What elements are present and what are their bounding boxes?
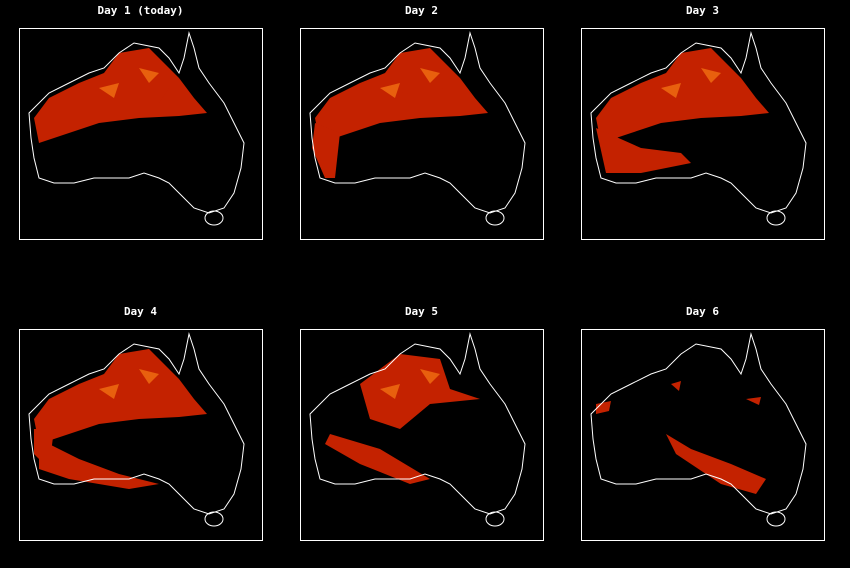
- tasmania: [766, 511, 786, 527]
- coastline: [309, 31, 526, 214]
- heat-core: [661, 83, 681, 98]
- map-panel: [19, 329, 263, 541]
- panel-frame: [581, 329, 825, 541]
- heat-core: [139, 68, 159, 83]
- coastline: [590, 332, 807, 515]
- heat-core: [139, 369, 159, 384]
- map-panel: [19, 28, 263, 240]
- heat-area: [596, 128, 691, 173]
- heat-area: [641, 78, 721, 103]
- panel-frame: [300, 329, 544, 541]
- panel-frame: [581, 28, 825, 240]
- panel-title: Day 1 (today): [97, 4, 183, 17]
- heat-core: [420, 369, 440, 384]
- heat-area: [89, 78, 169, 108]
- heat-area: [596, 401, 611, 414]
- panel-frame: [19, 329, 263, 541]
- heat-area: [666, 434, 766, 494]
- heat-area: [315, 48, 488, 143]
- panel-title: Day 5: [405, 305, 438, 318]
- heat-core: [380, 384, 400, 399]
- coastline: [28, 31, 245, 214]
- tasmania: [204, 511, 224, 527]
- panel-title: Day 6: [686, 305, 719, 318]
- map-panel: [300, 28, 544, 240]
- heat-area: [312, 123, 340, 178]
- heat-area: [746, 397, 761, 405]
- heat-area: [360, 354, 480, 429]
- tasmania: [485, 511, 505, 527]
- tasmania: [766, 210, 786, 226]
- coastline: [28, 332, 245, 515]
- heat-area: [34, 349, 207, 444]
- heat-core: [420, 68, 440, 83]
- heat-core: [701, 68, 721, 83]
- tasmania: [485, 210, 505, 226]
- heat-core: [99, 384, 119, 399]
- coastline: [590, 31, 807, 214]
- panel-frame: [300, 28, 544, 240]
- heat-area: [325, 434, 430, 484]
- panel-frame: [19, 28, 263, 240]
- heat-core: [99, 83, 119, 98]
- panel-title: Day 4: [124, 305, 157, 318]
- tasmania: [204, 210, 224, 226]
- map-panel: [300, 329, 544, 541]
- coastline: [309, 332, 526, 515]
- panel-title: Day 2: [405, 4, 438, 17]
- heat-core: [380, 83, 400, 98]
- map-panel: [581, 329, 825, 541]
- heat-area: [671, 381, 681, 391]
- panel-title: Day 3: [686, 4, 719, 17]
- heat-area: [34, 429, 54, 469]
- map-panel: [581, 28, 825, 240]
- heat-area: [39, 439, 159, 489]
